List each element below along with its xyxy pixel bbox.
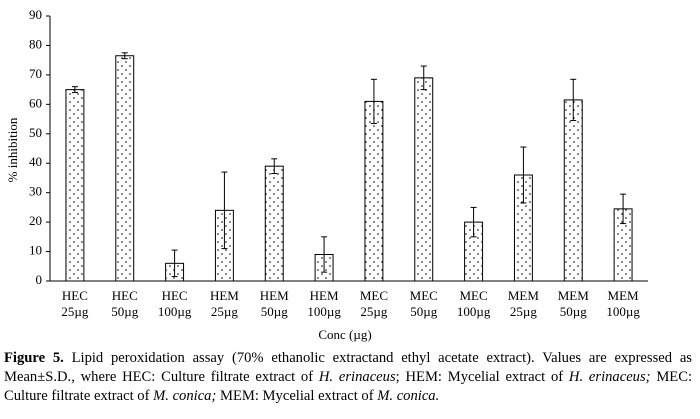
- bar: [65, 89, 85, 282]
- y-tick-label: 0: [36, 272, 43, 287]
- x-tick-label: 100µg: [457, 304, 491, 319]
- caption-italic: M. conica.: [377, 388, 440, 404]
- x-tick-label: 50µg: [560, 304, 587, 319]
- x-tick-label: HEM: [310, 288, 339, 303]
- y-axis-label: % inhibition: [5, 117, 20, 182]
- chart: % inhibition Conc (µg) 0 10 20 30 40 50 60 70 80…: [5, 7, 648, 342]
- x-tick-label: MEC: [459, 288, 487, 303]
- y-tick-label: 30: [29, 184, 42, 199]
- x-tick-label: MEM: [558, 288, 590, 303]
- x-axis-label: Conc (µg): [318, 327, 371, 342]
- caption-text: MEC: Culture filtrate extract of: [4, 369, 692, 404]
- x-tick-label: MEM: [508, 288, 540, 303]
- y-tick-label: 90: [29, 7, 42, 22]
- y-tick-label: 50: [29, 125, 42, 140]
- bar: [264, 165, 284, 282]
- y-tick-label: 60: [29, 95, 42, 110]
- y-tick-label: 40: [29, 154, 42, 169]
- x-tick-label: HEC: [162, 288, 188, 303]
- x-tick-label: 50µg: [111, 304, 138, 319]
- bar: [115, 55, 135, 282]
- y-tick-label: 80: [29, 36, 42, 51]
- x-tick-label: 50µg: [410, 304, 437, 319]
- x-tick-label: MEC: [410, 288, 438, 303]
- y-tick-label: 10: [29, 243, 42, 258]
- bar: [364, 100, 384, 282]
- caption-text: MEM: Mycelial extract of: [216, 388, 378, 404]
- y-tick-label: 70: [29, 66, 42, 81]
- bar: [563, 99, 583, 282]
- x-tick-label: MEC: [360, 288, 388, 303]
- x-tick-label: 100µg: [307, 304, 341, 319]
- x-tick-label: HEM: [260, 288, 289, 303]
- x-tick-label: HEM: [210, 288, 239, 303]
- caption-label: Figure 5.: [4, 350, 64, 366]
- x-tick-label: 50µg: [261, 304, 288, 319]
- x-tick-label: 25µg: [211, 304, 238, 319]
- caption-text: Lipid peroxidation assay (70% ethanolic …: [4, 350, 692, 385]
- y-tick-label: 20: [29, 213, 42, 228]
- caption-italic: H. erinaceus: [318, 369, 396, 385]
- bar: [414, 77, 434, 282]
- caption-italic: H. erinaceus;: [568, 369, 651, 385]
- x-tick-label: MEM: [608, 288, 640, 303]
- x-tick-label: 100µg: [158, 304, 192, 319]
- x-tick-label: 25µg: [510, 304, 537, 319]
- caption: Figure 5. Lipid peroxidation assay (70% …: [4, 349, 692, 406]
- caption-text: ; HEM: Mycelial extract of: [395, 369, 569, 385]
- x-tick-label: 100µg: [606, 304, 640, 319]
- x-tick-label: 25µg: [360, 304, 387, 319]
- x-tick-label: HEC: [112, 288, 138, 303]
- x-tick-label: 25µg: [61, 304, 88, 319]
- caption-italic: M. conica;: [153, 388, 217, 404]
- x-tick-label: HEC: [62, 288, 88, 303]
